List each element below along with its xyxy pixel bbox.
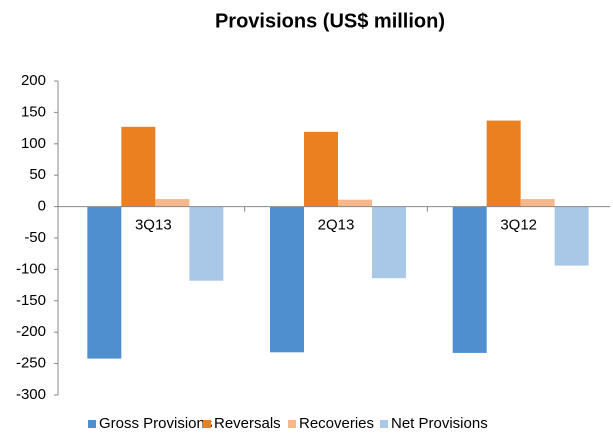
y-tick-label: 200 <box>21 72 46 89</box>
legend-label: Net Provisions <box>391 415 488 432</box>
x-tick-label: 3Q12 <box>500 217 537 234</box>
legend-swatch <box>88 420 96 428</box>
y-tick-label: -250 <box>16 355 46 372</box>
y-tick-label: -150 <box>16 292 46 309</box>
y-tick-label: -50 <box>24 229 46 246</box>
bar <box>121 126 156 207</box>
bar <box>372 206 406 279</box>
y-tick-label: 150 <box>21 103 46 120</box>
legend-label: Reversals <box>214 415 281 432</box>
bar <box>452 206 487 353</box>
legend-label: Gross Provisions <box>99 415 212 432</box>
bar <box>338 199 372 207</box>
bar <box>304 131 338 207</box>
bar <box>155 199 190 207</box>
legend-swatch <box>203 420 211 428</box>
bar <box>189 206 224 281</box>
x-tick-label: 3Q13 <box>135 217 172 234</box>
y-tick-label: 50 <box>29 166 46 183</box>
legend-swatch <box>288 420 296 428</box>
y-tick-label: -200 <box>16 323 46 340</box>
y-tick-label: 0 <box>38 198 46 215</box>
y-tick-label: 100 <box>21 135 46 152</box>
chart-title: Provisions (US$ million) <box>215 10 445 32</box>
legend-swatch <box>380 420 388 428</box>
y-tick-label: -100 <box>16 260 46 277</box>
bar <box>87 206 122 359</box>
bar <box>486 120 521 207</box>
x-tick-label: 2Q13 <box>318 217 355 234</box>
bar <box>520 199 555 207</box>
bar <box>554 206 589 266</box>
y-tick-label: -300 <box>16 386 46 403</box>
legend-label: Recoveries <box>299 415 374 432</box>
bar <box>270 206 304 353</box>
